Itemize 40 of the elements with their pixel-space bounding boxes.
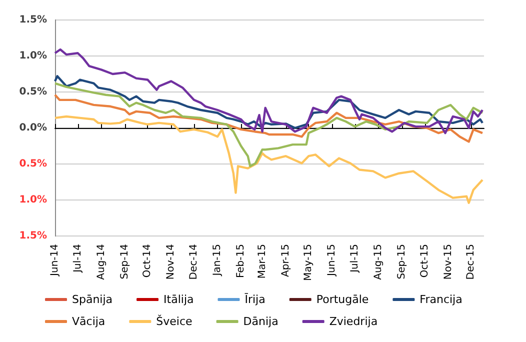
line-series <box>54 82 484 168</box>
x-tick-label: Jul-15 <box>349 244 360 274</box>
x-tick-label: Feb-15 <box>236 244 247 278</box>
y-tick-label: 0.5% <box>19 86 47 98</box>
x-tick-label: Dec-14 <box>188 244 200 280</box>
line-series <box>54 115 484 204</box>
y-tick-label: 0.5% <box>19 158 47 170</box>
x-tick-label: Sep-14 <box>119 244 130 280</box>
legend-label: Portugāle <box>316 293 369 306</box>
x-tick-label: Nov-15 <box>442 244 454 280</box>
x-tick-label: Jul-14 <box>72 244 84 274</box>
x-tick-label: Oct-14 <box>142 244 154 278</box>
x-tick-label: Jun-14 <box>50 244 60 277</box>
y-tick-label: 1.5% <box>19 14 47 26</box>
legend-label: Īrija <box>244 293 266 306</box>
y-tick-label: 0.0% <box>19 122 47 134</box>
x-tick-label: Mar-15 <box>256 244 268 279</box>
y-tick-label: 1.0% <box>19 50 47 62</box>
y-tick-label: 1.5% <box>19 230 47 242</box>
x-tick-label: Aug-14 <box>96 244 107 280</box>
line-series <box>54 48 484 134</box>
legend-label: Vācija <box>72 315 106 328</box>
x-tick-label: Jun-15 <box>326 244 338 277</box>
line-series <box>54 94 484 143</box>
x-tick-label: Apr-15 <box>280 244 292 277</box>
legend-label: Spānija <box>72 293 113 306</box>
x-tick-label: Dec-15 <box>466 244 477 280</box>
x-tick-label: Aug-15 <box>372 244 384 280</box>
legend-label: Šveice <box>156 314 193 328</box>
line-series <box>54 75 484 130</box>
legend-label: Francija <box>420 293 462 306</box>
x-tick-label: Jan-15 <box>212 244 223 277</box>
x-tick-label: Nov-14 <box>166 244 177 280</box>
legend-label: Itālija <box>164 293 194 306</box>
legend-label: Dānija <box>243 315 278 328</box>
y-tick-label: 1.0% <box>19 194 47 206</box>
x-tick-label: Sep-15 <box>396 244 408 280</box>
x-tick-label: Oct-15 <box>419 244 430 278</box>
legend-label: Zviedrija <box>329 315 378 328</box>
x-tick-label: May-15 <box>303 244 314 281</box>
